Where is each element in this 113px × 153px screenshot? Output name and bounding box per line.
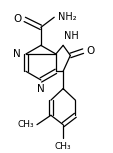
Text: O: O — [13, 14, 21, 24]
Text: N: N — [37, 84, 44, 94]
Text: NH: NH — [64, 31, 78, 41]
Text: NH₂: NH₂ — [57, 12, 75, 22]
Text: O: O — [86, 46, 94, 56]
Text: CH₃: CH₃ — [54, 142, 71, 151]
Text: N: N — [13, 49, 21, 59]
Text: CH₃: CH₃ — [17, 120, 33, 129]
